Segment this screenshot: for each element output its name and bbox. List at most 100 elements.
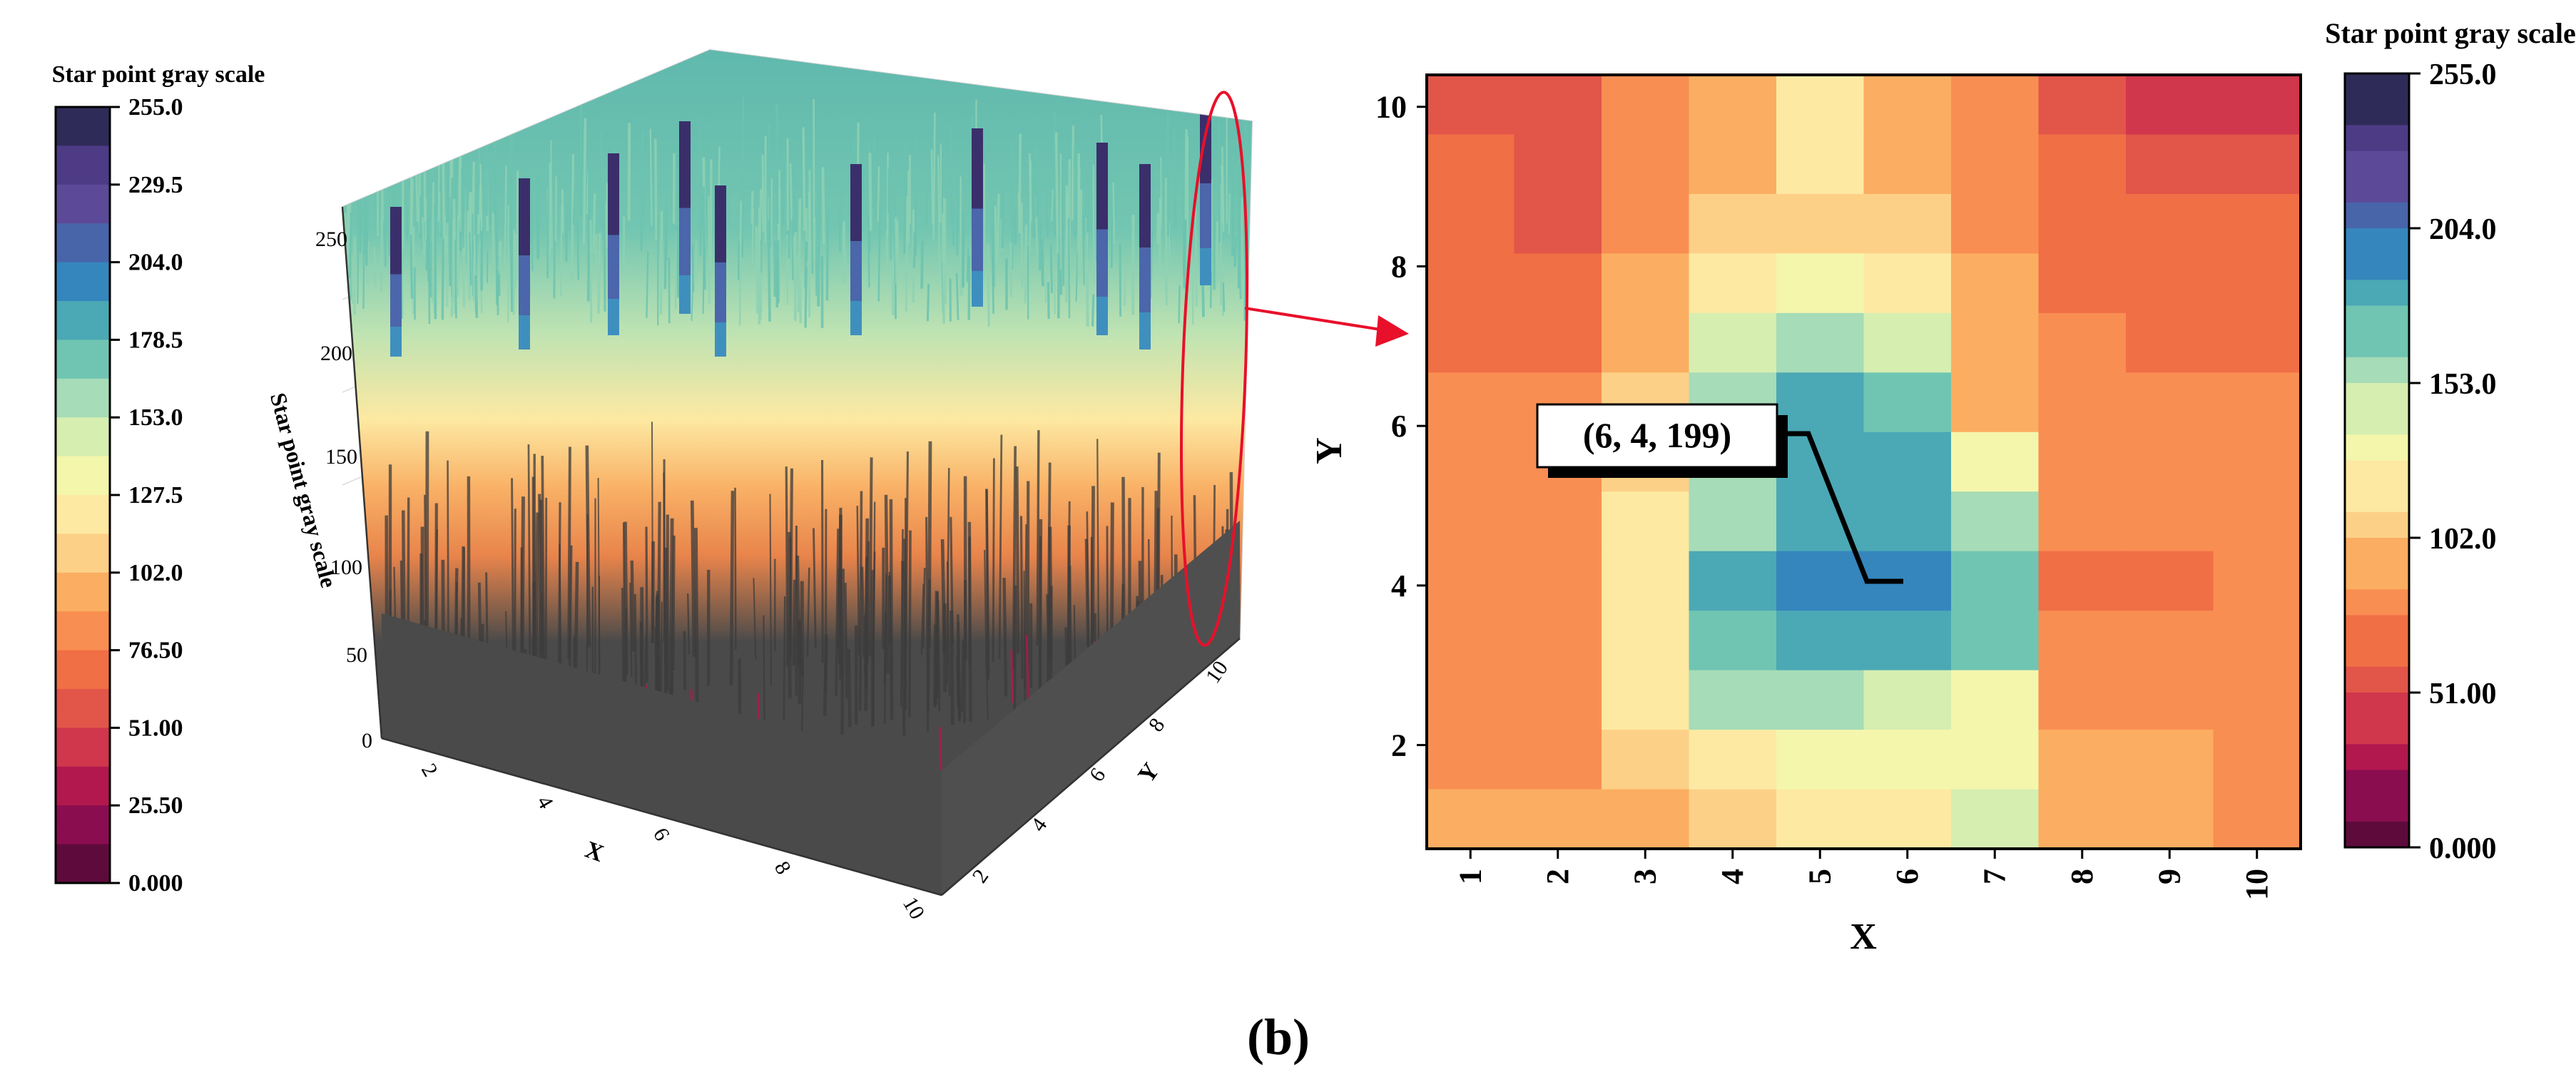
surface-spike <box>494 101 497 218</box>
surface-spike <box>1238 179 1242 300</box>
surface-peak-top <box>390 207 402 275</box>
surface-spike <box>1047 462 1052 689</box>
heatmap-x-tick-label: 8 <box>2065 869 2099 884</box>
heatmap-cell <box>1776 372 1865 433</box>
left-colorbar-swatch <box>56 287 110 295</box>
surface-spike <box>797 198 802 312</box>
surface-spike <box>1012 446 1017 670</box>
surface-spike <box>992 458 995 662</box>
heatmap-cell <box>2038 432 2127 492</box>
heatmap-cell <box>1776 134 1865 195</box>
surface-peak-top <box>519 178 530 255</box>
surface-spike <box>1039 218 1042 270</box>
surface-peak-base <box>850 301 862 335</box>
surface-peak-mid <box>1200 183 1211 248</box>
surface-spike <box>1024 524 1027 689</box>
right-colorbar-band <box>2345 331 2409 358</box>
heatmap-cell <box>2126 551 2214 611</box>
surface-spike <box>1015 466 1020 654</box>
surface-spike <box>813 528 817 648</box>
surface-spike <box>541 456 546 668</box>
left-colorbar-tick-label: 229.5 <box>128 172 183 198</box>
left-colorbar-swatch <box>56 702 110 710</box>
surface-spike <box>867 215 870 287</box>
surface-dip <box>1025 634 1029 702</box>
heatmap-cell <box>1689 134 1777 195</box>
surface-spike <box>1065 196 1069 302</box>
surface-spike <box>785 466 789 668</box>
heatmap-plot: 1 2 3 4 5 6 7 8 9 10 2 4 6 8 10 X Y (6, 4, 199) <box>1309 73 2302 957</box>
surface-spike <box>1178 285 1181 324</box>
heatmap-cell <box>1427 312 1515 373</box>
highlight-arrow-line <box>1244 307 1381 331</box>
left-colorbar-tick-label: 255.0 <box>128 94 183 121</box>
left-colorbar-swatch <box>56 721 110 729</box>
heatmap-y-label: Y <box>1309 437 1350 464</box>
left-colorbar-swatch <box>56 772 110 780</box>
surface-spike <box>1001 178 1004 249</box>
surface-spike <box>527 444 531 657</box>
surface-spike <box>1075 250 1079 302</box>
right-colorbar-band <box>2345 615 2409 642</box>
heatmap-cell <box>1602 551 1690 611</box>
heatmap-cell <box>1863 253 1952 314</box>
heatmap-cell <box>1427 670 1515 730</box>
surface-spike <box>886 153 890 236</box>
surface-peak-top <box>679 121 691 208</box>
surface-spike <box>376 124 380 236</box>
left-colorbar-swatch <box>56 540 110 548</box>
left-colorbar-swatch <box>56 184 110 192</box>
surface-spike <box>1044 260 1048 303</box>
left-colorbar-swatch <box>56 462 110 470</box>
surface-spike <box>1243 241 1247 321</box>
heatmap-cell <box>1776 193 1865 254</box>
surface-peak-base <box>1200 248 1211 285</box>
surface-spike <box>987 243 990 327</box>
right-colorbar-band <box>2345 460 2409 487</box>
heatmap-cell <box>1514 670 1602 730</box>
left-colorbar-swatch <box>56 139 110 147</box>
surface-spike <box>621 588 625 687</box>
heatmap-cell <box>1863 372 1952 433</box>
heatmap-cell <box>1602 193 1690 254</box>
surface-spike <box>600 133 603 228</box>
left-colorbar-swatch <box>56 197 110 205</box>
left-colorbar-swatch <box>56 656 110 664</box>
left-colorbar-swatch <box>56 695 110 703</box>
heatmap-cell <box>1514 75 1602 136</box>
left-colorbar-tick-label: 178.5 <box>128 327 183 353</box>
left-colorbar-tick-label: 25.50 <box>128 792 183 819</box>
surface-spike <box>729 491 735 686</box>
left-colorbar-swatch <box>56 146 110 153</box>
heatmap-cell <box>2038 193 2127 254</box>
left-colorbar-swatch <box>56 365 110 373</box>
heatmap-cell <box>1951 312 2040 373</box>
surface-spike <box>858 491 863 711</box>
surface-spike <box>1051 189 1054 221</box>
y-tick: 6 <box>1085 764 1111 786</box>
left-colorbar-swatch <box>56 805 110 813</box>
surface-spike <box>693 528 699 725</box>
surface-spike <box>448 196 452 287</box>
heatmap-cell <box>2038 75 2127 136</box>
surface-spike <box>640 131 644 252</box>
heatmap-x-label: X <box>1850 917 1877 957</box>
surface-spike <box>1081 211 1085 286</box>
surface-spike <box>767 220 771 322</box>
heatmap-cell <box>1776 312 1865 373</box>
z-tick: 250 <box>315 228 347 251</box>
left-colorbar-swatch <box>56 624 110 632</box>
heatmap-cell <box>2038 253 2127 314</box>
left-colorbar-swatch <box>56 675 110 683</box>
heatmap-cell <box>1514 491 1602 552</box>
surface-x-label: X <box>581 837 607 867</box>
left-colorbar-swatch <box>56 631 110 638</box>
surface-spike <box>350 255 354 305</box>
heatmap-cell <box>1689 730 1777 790</box>
heatmap-x-tick-label: 2 <box>1540 869 1575 884</box>
surface-spike <box>367 241 370 284</box>
panel-label: (b) <box>1247 1009 1310 1066</box>
heatmap-y-tick-label: 6 <box>1391 409 1407 444</box>
right-colorbar-band <box>2345 538 2409 565</box>
x-tick: 10 <box>898 893 930 923</box>
